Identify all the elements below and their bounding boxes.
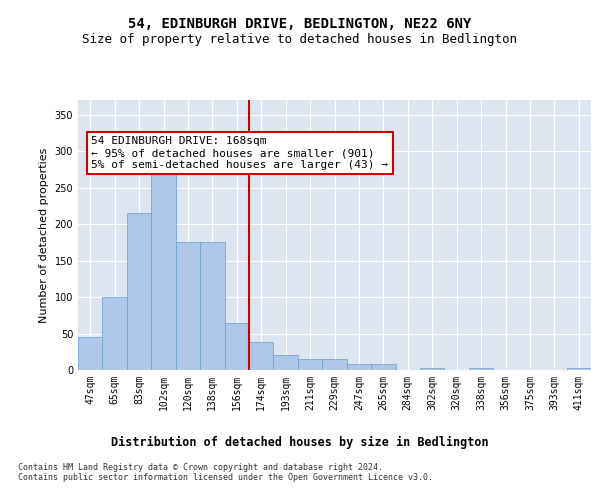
Bar — [469, 368, 493, 370]
Bar — [274, 356, 298, 370]
Bar — [371, 364, 395, 370]
Bar — [127, 213, 151, 370]
Bar — [200, 242, 224, 370]
Y-axis label: Number of detached properties: Number of detached properties — [39, 148, 49, 322]
Bar — [347, 364, 371, 370]
Bar — [249, 342, 274, 370]
Bar — [322, 359, 347, 370]
Bar — [151, 173, 176, 370]
Bar — [566, 368, 591, 370]
Text: 54 EDINBURGH DRIVE: 168sqm
← 95% of detached houses are smaller (901)
5% of semi: 54 EDINBURGH DRIVE: 168sqm ← 95% of deta… — [91, 136, 388, 170]
Bar — [224, 322, 249, 370]
Bar — [78, 337, 103, 370]
Bar — [176, 242, 200, 370]
Bar — [103, 297, 127, 370]
Text: 54, EDINBURGH DRIVE, BEDLINGTON, NE22 6NY: 54, EDINBURGH DRIVE, BEDLINGTON, NE22 6N… — [128, 18, 472, 32]
Text: Size of property relative to detached houses in Bedlington: Size of property relative to detached ho… — [83, 32, 517, 46]
Bar — [298, 359, 322, 370]
Text: Contains HM Land Registry data © Crown copyright and database right 2024.
Contai: Contains HM Land Registry data © Crown c… — [18, 463, 433, 482]
Text: Distribution of detached houses by size in Bedlington: Distribution of detached houses by size … — [111, 436, 489, 449]
Bar — [420, 368, 445, 370]
